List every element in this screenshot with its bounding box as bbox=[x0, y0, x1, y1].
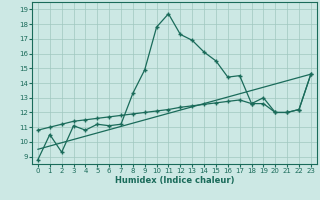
X-axis label: Humidex (Indice chaleur): Humidex (Indice chaleur) bbox=[115, 176, 234, 185]
